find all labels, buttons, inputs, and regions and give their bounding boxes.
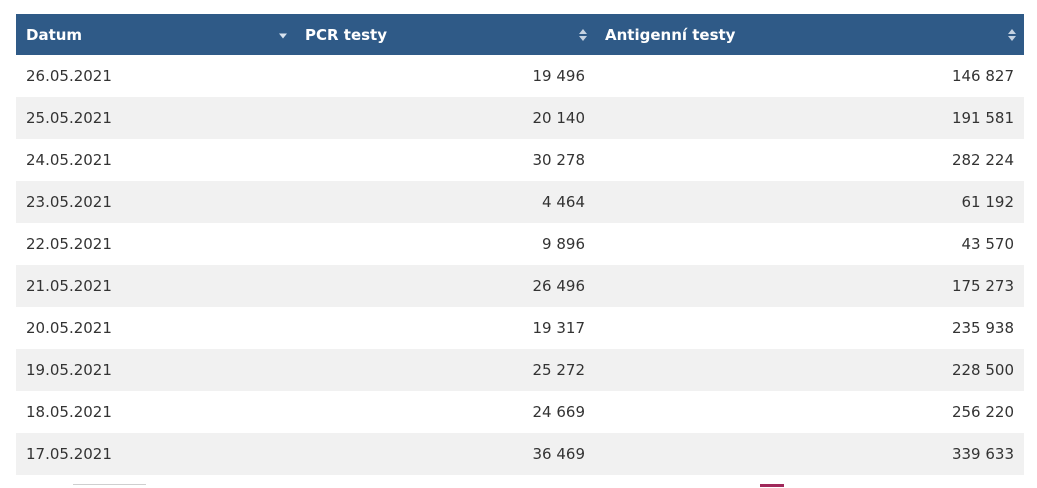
- cell-pcr: 19 496: [532, 67, 586, 85]
- cell-pcr: 26 496: [532, 277, 586, 295]
- cell-antigen: 228 500: [951, 361, 1014, 379]
- sort-descending-icon[interactable]: [279, 33, 287, 38]
- cell-pcr: 20 140: [532, 109, 586, 127]
- cell-antigen: 256 220: [951, 403, 1014, 421]
- cell-antigen: 43 570: [961, 235, 1015, 253]
- pagination-control[interactable]: [73, 484, 146, 488]
- cell-date: 22.05.2021: [26, 235, 112, 253]
- column-header-pcr[interactable]: PCR testy: [295, 14, 595, 55]
- cell-antigen: 235 938: [951, 319, 1014, 337]
- tests-table-container: Datum PCR testy Antigenní testy 26.05.20…: [16, 14, 1024, 475]
- cell-pcr: 9 896: [542, 235, 585, 253]
- cell-antigen: 61 192: [961, 193, 1015, 211]
- table-row: 23.05.2021 4 464 61 192: [16, 181, 1024, 223]
- column-header-antigen[interactable]: Antigenní testy: [595, 14, 1024, 55]
- cell-antigen: 339 633: [951, 445, 1014, 463]
- table-row: 22.05.2021 9 896 43 570: [16, 223, 1024, 265]
- column-header-antigen-label: Antigenní testy: [605, 25, 736, 44]
- table-body: 26.05.2021 19 496 146 827 25.05.2021 20 …: [16, 55, 1024, 475]
- table-row: 26.05.2021 19 496 146 827: [16, 55, 1024, 97]
- cell-date: 17.05.2021: [26, 445, 112, 463]
- table-header-row: Datum PCR testy Antigenní testy: [16, 14, 1024, 55]
- cell-antigen: 191 581: [951, 109, 1014, 127]
- table-row: 17.05.2021 36 469 339 633: [16, 433, 1024, 475]
- table-row: 19.05.2021 25 272 228 500: [16, 349, 1024, 391]
- column-header-date-label: Datum: [26, 25, 83, 44]
- cell-antigen: 146 827: [951, 67, 1014, 85]
- table-header: Datum PCR testy Antigenní testy: [16, 14, 1024, 55]
- cell-pcr: 30 278: [532, 151, 586, 169]
- cell-date: 26.05.2021: [26, 67, 112, 85]
- cell-date: 23.05.2021: [26, 193, 112, 211]
- sort-both-icon[interactable]: [579, 28, 587, 41]
- column-header-pcr-label: PCR testy: [305, 25, 387, 44]
- pagination-active-button[interactable]: [760, 484, 784, 487]
- column-header-date[interactable]: Datum: [16, 14, 295, 55]
- table-row: 20.05.2021 19 317 235 938: [16, 307, 1024, 349]
- table-row: 24.05.2021 30 278 282 224: [16, 139, 1024, 181]
- cell-pcr: 36 469: [532, 445, 586, 463]
- cell-pcr: 25 272: [532, 361, 586, 379]
- table-row: 18.05.2021 24 669 256 220: [16, 391, 1024, 433]
- cell-date: 19.05.2021: [26, 361, 112, 379]
- table-row: 25.05.2021 20 140 191 581: [16, 97, 1024, 139]
- cell-date: 20.05.2021: [26, 319, 112, 337]
- cell-antigen: 175 273: [951, 277, 1014, 295]
- cell-antigen: 282 224: [951, 151, 1014, 169]
- cell-pcr: 24 669: [532, 403, 586, 421]
- cell-pcr: 19 317: [532, 319, 586, 337]
- cell-date: 21.05.2021: [26, 277, 112, 295]
- cell-date: 18.05.2021: [26, 403, 112, 421]
- cell-date: 24.05.2021: [26, 151, 112, 169]
- sort-both-icon[interactable]: [1008, 28, 1016, 41]
- cell-date: 25.05.2021: [26, 109, 112, 127]
- cell-pcr: 4 464: [542, 193, 585, 211]
- table-row: 21.05.2021 26 496 175 273: [16, 265, 1024, 307]
- tests-table: Datum PCR testy Antigenní testy 26.05.20…: [16, 14, 1024, 475]
